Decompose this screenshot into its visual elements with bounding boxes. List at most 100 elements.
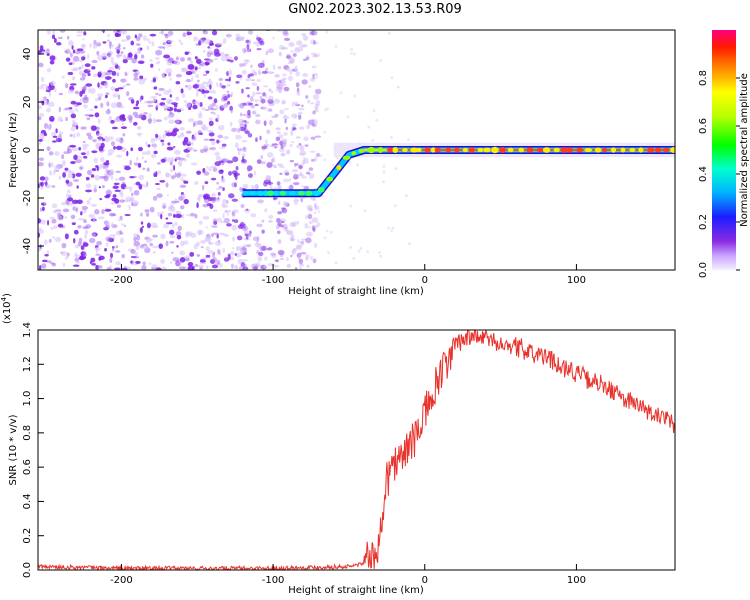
heatmap-noise-cell [82, 96, 89, 100]
heatmap-noise-cell [248, 102, 254, 106]
heatmap-noise-cell [74, 90, 80, 95]
heatmap-noise-cell [216, 82, 219, 88]
heatmap-noise-cell [268, 88, 272, 92]
heatmap-noise-cell [38, 265, 42, 270]
heatmap-noise-cell [302, 35, 309, 41]
heatmap-noise-cell [292, 182, 300, 186]
heatmap-noise-cell [387, 226, 391, 230]
heatmap-noise-cell [295, 71, 301, 77]
heatmap-noise-cell [239, 112, 243, 117]
ridge-blob [392, 146, 399, 154]
heatmap-noise-cell [181, 131, 184, 138]
heatmap-noise-cell [114, 250, 121, 253]
heatmap-noise-cell [221, 179, 225, 182]
heatmap-noise-cell [306, 56, 309, 60]
top-y-tick-label: -20 [22, 190, 33, 206]
heatmap-noise-cell [51, 203, 58, 209]
heatmap-noise-cell [93, 187, 97, 193]
heatmap-noise-cell [166, 44, 173, 47]
heatmap-noise-cell [245, 78, 251, 82]
heatmap-noise-cell [327, 251, 331, 255]
heatmap-noise-cell [78, 59, 84, 63]
heatmap-noise-cell [267, 95, 274, 100]
heatmap-noise-cell [205, 246, 210, 251]
heatmap-noise-cell [187, 265, 194, 270]
heatmap-noise-cell [301, 184, 304, 188]
heatmap-noise-cell [51, 131, 57, 137]
heatmap-noise-cell [232, 156, 239, 163]
heatmap-noise-cell [251, 263, 256, 270]
heatmap-noise-cell [91, 66, 96, 70]
heatmap-noise-cell [116, 204, 122, 208]
heatmap-noise-cell [73, 237, 76, 244]
heatmap-noise-cell [293, 201, 299, 205]
heatmap-noise-cell [313, 40, 316, 45]
heatmap-noise-cell [245, 243, 252, 248]
heatmap-noise-cell [128, 116, 133, 123]
heatmap-noise-cell [301, 160, 305, 166]
heatmap-noise-cell [75, 159, 82, 164]
heatmap-noise-cell [279, 252, 284, 258]
heatmap-noise-cell [314, 242, 318, 249]
heatmap-noise-cell [298, 142, 302, 146]
heatmap-noise-cell [268, 119, 273, 126]
heatmap-noise-cell [181, 193, 186, 199]
heatmap-noise-cell [202, 30, 206, 33]
colorbar: 0.0 0.2 0.4 0.6 0.8 Normalized spectral ampl… [698, 30, 750, 278]
heatmap-noise-cell [202, 215, 210, 220]
ridge-blob [358, 148, 365, 153]
heatmap-noise-cell [122, 181, 126, 185]
heatmap-noise-cell [115, 137, 121, 142]
heatmap-noise-cell [311, 30, 318, 36]
heatmap-noise-cell [97, 216, 105, 220]
heatmap-noise-cell [97, 265, 103, 269]
heatmap-noise-cell [39, 45, 44, 51]
heatmap-noise-cell [246, 114, 252, 119]
heatmap-noise-cell [299, 171, 303, 175]
heatmap-noise-cell [143, 111, 148, 115]
heatmap-noise-cell [279, 257, 285, 261]
heatmap-noise-cell [273, 197, 277, 201]
heatmap-noise-cell [53, 37, 57, 43]
heatmap-noise-cell [120, 223, 125, 226]
heatmap-noise-cell [158, 243, 164, 249]
heatmap-noise-cell [356, 163, 360, 167]
heatmap-noise-cell [239, 63, 243, 68]
heatmap-noise-cell [257, 69, 261, 74]
heatmap-noise-cell [49, 60, 55, 65]
heatmap-noise-cell [339, 91, 343, 95]
heatmap-noise-cell [69, 144, 77, 148]
heatmap-noise-cell [163, 33, 169, 37]
heatmap-noise-cell [162, 104, 168, 109]
heatmap-noise-cell [292, 221, 297, 227]
heatmap-noise-cell [105, 92, 110, 95]
heatmap-noise-cell [101, 209, 105, 215]
heatmap-noise-cell [84, 229, 89, 235]
heatmap-noise-cell [289, 144, 293, 147]
heatmap-noise-cell [136, 125, 142, 130]
heatmap-noise-cell [87, 68, 91, 71]
heatmap-noise-cell [108, 116, 113, 121]
heatmap-noise-cell [250, 79, 256, 82]
heatmap-noise-cell [352, 256, 356, 260]
heatmap-noise-cell [80, 43, 87, 48]
heatmap-noise-cell [65, 82, 69, 89]
heatmap-noise-cell [92, 139, 97, 143]
heatmap-noise-cell [147, 118, 152, 125]
heatmap-noise-cell [150, 222, 158, 229]
heatmap-noise-cell [202, 257, 208, 260]
heatmap-noise-cell [112, 185, 119, 190]
heatmap-noise-cell [110, 141, 116, 147]
heatmap-noise-cell [235, 127, 242, 131]
heatmap-noise-cell [246, 167, 253, 171]
heatmap-noise-cell [286, 53, 291, 59]
heatmap-noise-cell [233, 209, 239, 214]
heatmap-noise-cell [67, 145, 70, 152]
heatmap-noise-cell [40, 182, 44, 187]
heatmap-noise-cell [267, 98, 274, 104]
heatmap-noise-cell [140, 212, 143, 217]
heatmap-noise-cell [90, 125, 97, 131]
heatmap-noise-cell [107, 149, 115, 154]
heatmap-noise-cell [289, 235, 294, 242]
heatmap-noise-cell [66, 252, 70, 257]
